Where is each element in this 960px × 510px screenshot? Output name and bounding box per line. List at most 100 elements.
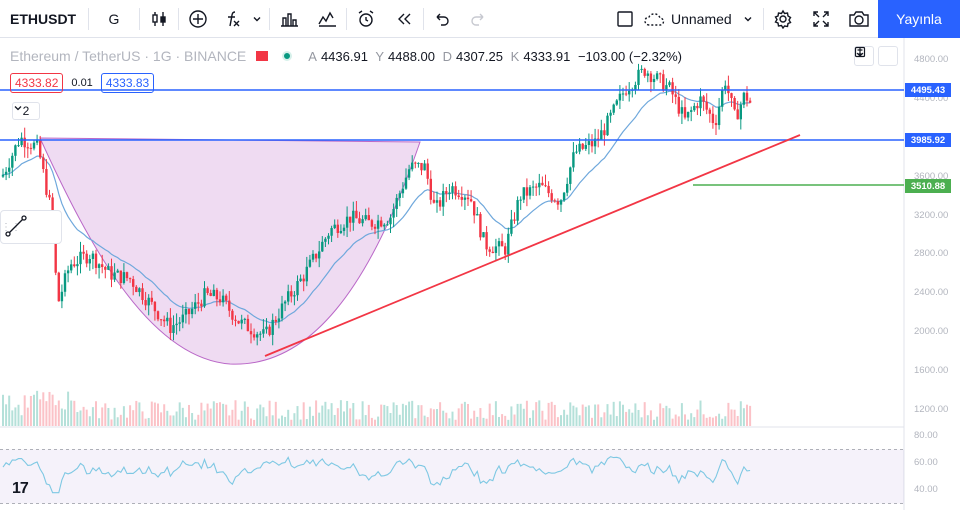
volume-bar bbox=[370, 417, 373, 426]
candle-body bbox=[690, 110, 693, 112]
volume-bar bbox=[618, 401, 621, 426]
volume-bar bbox=[346, 400, 349, 426]
layout-select-button[interactable] bbox=[607, 0, 643, 38]
publish-button[interactable]: Yayınla bbox=[878, 0, 960, 38]
drag-handle-icon[interactable]: ⋮⋮ bbox=[1, 221, 21, 233]
trendline-icon[interactable] bbox=[1, 211, 31, 241]
candle-body bbox=[597, 138, 600, 140]
candle-body bbox=[11, 155, 14, 168]
candle-body bbox=[380, 220, 383, 227]
candle-body bbox=[513, 219, 516, 221]
maximize-pane-button[interactable] bbox=[854, 46, 898, 66]
ideas-button[interactable] bbox=[308, 0, 346, 38]
chart-pane[interactable]: Ethereum / TetherUS · 1G · BINANCE A 4436… bbox=[0, 38, 960, 510]
candle-body bbox=[128, 278, 132, 280]
candle-body bbox=[234, 319, 237, 321]
candle-body bbox=[203, 288, 206, 307]
tradingview-logo[interactable]: 17 bbox=[12, 480, 29, 497]
alert-button[interactable] bbox=[347, 0, 385, 38]
replay-icon bbox=[398, 13, 411, 24]
candle-body bbox=[733, 98, 736, 110]
candle-body bbox=[299, 278, 302, 282]
volume-bar bbox=[392, 402, 395, 426]
candle-body bbox=[110, 266, 113, 280]
candle-body bbox=[603, 130, 606, 136]
candle-body bbox=[721, 89, 724, 107]
candle-body bbox=[736, 109, 739, 120]
volume-bar bbox=[23, 395, 26, 426]
layout-name-button[interactable]: Unnamed bbox=[643, 0, 763, 38]
volume-bar bbox=[671, 418, 674, 426]
buy-button[interactable]: 4333.83 bbox=[100, 73, 155, 93]
volume-bar bbox=[708, 416, 711, 426]
snapshot-button[interactable] bbox=[840, 0, 878, 38]
volume-bar bbox=[70, 400, 73, 426]
candle-body bbox=[14, 145, 17, 156]
volume-bar bbox=[234, 400, 237, 426]
level-tag-high: 4495.43 bbox=[905, 83, 951, 97]
volume-bar bbox=[501, 414, 504, 426]
candle-body bbox=[683, 107, 687, 118]
volume-bar bbox=[597, 404, 600, 426]
volume-bar bbox=[445, 412, 448, 426]
candle-body bbox=[578, 143, 581, 152]
candle-body bbox=[184, 309, 188, 315]
fullscreen-button[interactable] bbox=[802, 0, 840, 38]
volume-bar bbox=[625, 411, 628, 426]
candle-body bbox=[321, 241, 324, 252]
volume-bar bbox=[662, 408, 665, 426]
volume-bar bbox=[48, 391, 51, 426]
candle-body bbox=[277, 318, 281, 322]
candle-body bbox=[302, 278, 305, 282]
candle-body bbox=[702, 96, 705, 102]
volume-bar bbox=[532, 410, 535, 426]
indicators-collapse-button[interactable]: 2 bbox=[12, 102, 40, 120]
candle-body bbox=[57, 272, 60, 302]
interval-button[interactable]: G bbox=[108, 10, 120, 27]
volume-bar bbox=[389, 412, 392, 426]
flag-icon[interactable] bbox=[256, 51, 269, 61]
candle-body bbox=[63, 273, 67, 292]
undo-button[interactable] bbox=[424, 0, 460, 38]
volume-bar bbox=[507, 419, 510, 426]
candle-body bbox=[327, 235, 330, 239]
chart-type-button[interactable] bbox=[140, 0, 178, 38]
candle-body bbox=[135, 286, 138, 293]
volume-bar bbox=[749, 405, 752, 426]
volume-bar bbox=[113, 407, 116, 426]
compare-button[interactable] bbox=[179, 0, 217, 38]
high-value: 4488.00 bbox=[388, 48, 435, 64]
volume-bar bbox=[336, 408, 339, 426]
volume-bar bbox=[219, 402, 221, 426]
candle-body bbox=[414, 162, 417, 164]
volume-bar bbox=[544, 419, 547, 426]
maximize-icon bbox=[854, 46, 866, 58]
candle-body bbox=[612, 104, 615, 113]
chart-canvas[interactable] bbox=[0, 38, 960, 510]
volume-bar bbox=[225, 404, 228, 426]
volume-bar bbox=[305, 419, 308, 426]
candle-body bbox=[97, 264, 101, 268]
indicators-button[interactable] bbox=[217, 0, 269, 38]
settings-button[interactable] bbox=[764, 0, 802, 38]
volume-bar bbox=[355, 419, 358, 426]
candle-body bbox=[665, 85, 668, 91]
volume-bar bbox=[116, 417, 119, 426]
symbol-search-button[interactable]: ETHUSDT bbox=[10, 10, 77, 27]
replay-button[interactable] bbox=[385, 0, 423, 38]
candle-body bbox=[572, 152, 575, 168]
volume-bar bbox=[327, 409, 330, 426]
volume-bar bbox=[668, 408, 671, 426]
redo-button[interactable] bbox=[460, 0, 496, 38]
candle-body bbox=[556, 201, 560, 205]
financials-button[interactable] bbox=[270, 0, 308, 38]
sell-button[interactable]: 4333.82 bbox=[10, 73, 64, 93]
candle-body bbox=[569, 167, 572, 184]
candle-body bbox=[392, 209, 395, 218]
candle-body bbox=[724, 85, 727, 90]
candle-body bbox=[212, 289, 215, 296]
volume-bar bbox=[401, 403, 404, 426]
volume-bar bbox=[622, 404, 624, 426]
candle-body bbox=[404, 177, 408, 189]
candle-body bbox=[562, 192, 566, 201]
